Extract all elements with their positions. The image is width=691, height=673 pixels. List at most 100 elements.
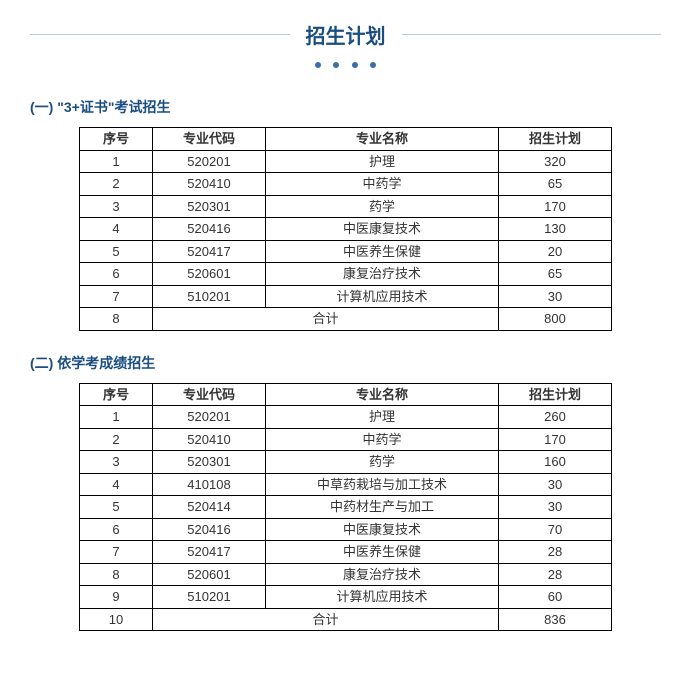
table-cell: 中医康复技术 xyxy=(266,518,499,541)
table-cell: 中药学 xyxy=(266,428,499,451)
page-title: 招生计划 xyxy=(306,20,386,49)
title-dots xyxy=(30,55,661,73)
table-header-cell: 序号 xyxy=(80,128,153,151)
table-cell: 60 xyxy=(499,586,612,609)
table-cell: 康复治疗技术 xyxy=(266,263,499,286)
table-cell: 70 xyxy=(499,518,612,541)
table-cell: 520410 xyxy=(153,173,266,196)
table-cell: 170 xyxy=(499,195,612,218)
page-title-line: 招生计划 xyxy=(30,20,661,49)
table-row: 4410108中草药栽培与加工技术30 xyxy=(80,473,612,496)
table-cell: 中医养生保健 xyxy=(266,541,499,564)
table-cell: 中医康复技术 xyxy=(266,218,499,241)
table-row: 3520301药学160 xyxy=(80,451,612,474)
table-cell: 4 xyxy=(80,218,153,241)
table-cell: 康复治疗技术 xyxy=(266,563,499,586)
table-cell: 7 xyxy=(80,541,153,564)
table-row: 7520417中医养生保健28 xyxy=(80,541,612,564)
dot-icon xyxy=(315,62,321,68)
table-cell: 中药材生产与加工 xyxy=(266,496,499,519)
title-rule-left xyxy=(30,34,290,35)
table-cell: 28 xyxy=(499,541,612,564)
total-label-cell: 合计 xyxy=(153,608,499,631)
table-row: 2520410中药学170 xyxy=(80,428,612,451)
table-total-row: 10合计836 xyxy=(80,608,612,631)
table-header-cell: 专业名称 xyxy=(266,383,499,406)
table-cell: 160 xyxy=(499,451,612,474)
table-cell: 520201 xyxy=(153,150,266,173)
table-header-cell: 序号 xyxy=(80,383,153,406)
dot-icon xyxy=(370,62,376,68)
table-cell: 中医养生保健 xyxy=(266,240,499,263)
table-cell: 520201 xyxy=(153,406,266,429)
table-cell: 520416 xyxy=(153,518,266,541)
table-cell: 30 xyxy=(499,496,612,519)
sections-container: (一) "3+证书"考试招生序号专业代码专业名称招生计划1520201护理320… xyxy=(30,97,661,631)
table-cell: 5 xyxy=(80,496,153,519)
table-cell: 510201 xyxy=(153,285,266,308)
table-cell: 30 xyxy=(499,473,612,496)
table-cell: 1 xyxy=(80,406,153,429)
table-row: 8520601康复治疗技术28 xyxy=(80,563,612,586)
table-cell: 65 xyxy=(499,263,612,286)
table-cell: 20 xyxy=(499,240,612,263)
table-row: 4520416中医康复技术130 xyxy=(80,218,612,241)
table-cell: 6 xyxy=(80,263,153,286)
table-cell: 中草药栽培与加工技术 xyxy=(266,473,499,496)
table-header-cell: 专业代码 xyxy=(153,128,266,151)
total-label-cell: 合计 xyxy=(153,308,499,331)
table-cell: 3 xyxy=(80,195,153,218)
table-cell: 4 xyxy=(80,473,153,496)
section-heading: (二) 依学考成绩招生 xyxy=(30,353,661,373)
table-row: 1520201护理320 xyxy=(80,150,612,173)
table-cell: 520414 xyxy=(153,496,266,519)
table-header-cell: 专业代码 xyxy=(153,383,266,406)
table-cell: 170 xyxy=(499,428,612,451)
total-index-cell: 8 xyxy=(80,308,153,331)
table-cell: 2 xyxy=(80,428,153,451)
total-value-cell: 800 xyxy=(499,308,612,331)
table-cell: 8 xyxy=(80,563,153,586)
table-row: 9510201计算机应用技术60 xyxy=(80,586,612,609)
table-header-cell: 专业名称 xyxy=(266,128,499,151)
table-cell: 520416 xyxy=(153,218,266,241)
table-header-cell: 招生计划 xyxy=(499,383,612,406)
enrollment-table: 序号专业代码专业名称招生计划1520201护理3202520410中药学6535… xyxy=(79,127,612,331)
table-cell: 520601 xyxy=(153,263,266,286)
table-row: 6520416中医康复技术70 xyxy=(80,518,612,541)
table-cell: 30 xyxy=(499,285,612,308)
table-row: 2520410中药学65 xyxy=(80,173,612,196)
table-cell: 3 xyxy=(80,451,153,474)
table-header-row: 序号专业代码专业名称招生计划 xyxy=(80,383,612,406)
table-cell: 320 xyxy=(499,150,612,173)
table-cell: 7 xyxy=(80,285,153,308)
table-cell: 28 xyxy=(499,563,612,586)
table-cell: 520301 xyxy=(153,451,266,474)
table-cell: 计算机应用技术 xyxy=(266,586,499,609)
table-cell: 520601 xyxy=(153,563,266,586)
section-heading: (一) "3+证书"考试招生 xyxy=(30,97,661,117)
table-cell: 65 xyxy=(499,173,612,196)
table-cell: 药学 xyxy=(266,451,499,474)
table-row: 7510201计算机应用技术30 xyxy=(80,285,612,308)
table-total-row: 8合计800 xyxy=(80,308,612,331)
dot-icon xyxy=(352,62,358,68)
table-row: 5520417中医养生保健20 xyxy=(80,240,612,263)
title-rule-right xyxy=(402,34,662,35)
table-cell: 520417 xyxy=(153,240,266,263)
table-cell: 6 xyxy=(80,518,153,541)
table-cell: 计算机应用技术 xyxy=(266,285,499,308)
table-cell: 520301 xyxy=(153,195,266,218)
total-value-cell: 836 xyxy=(499,608,612,631)
table-cell: 药学 xyxy=(266,195,499,218)
table-header-row: 序号专业代码专业名称招生计划 xyxy=(80,128,612,151)
dot-icon xyxy=(333,62,339,68)
table-row: 6520601康复治疗技术65 xyxy=(80,263,612,286)
table-cell: 5 xyxy=(80,240,153,263)
table-cell: 520410 xyxy=(153,428,266,451)
table-cell: 520417 xyxy=(153,541,266,564)
table-cell: 9 xyxy=(80,586,153,609)
total-index-cell: 10 xyxy=(80,608,153,631)
table-cell: 510201 xyxy=(153,586,266,609)
enrollment-table: 序号专业代码专业名称招生计划1520201护理2602520410中药学1703… xyxy=(79,383,612,632)
